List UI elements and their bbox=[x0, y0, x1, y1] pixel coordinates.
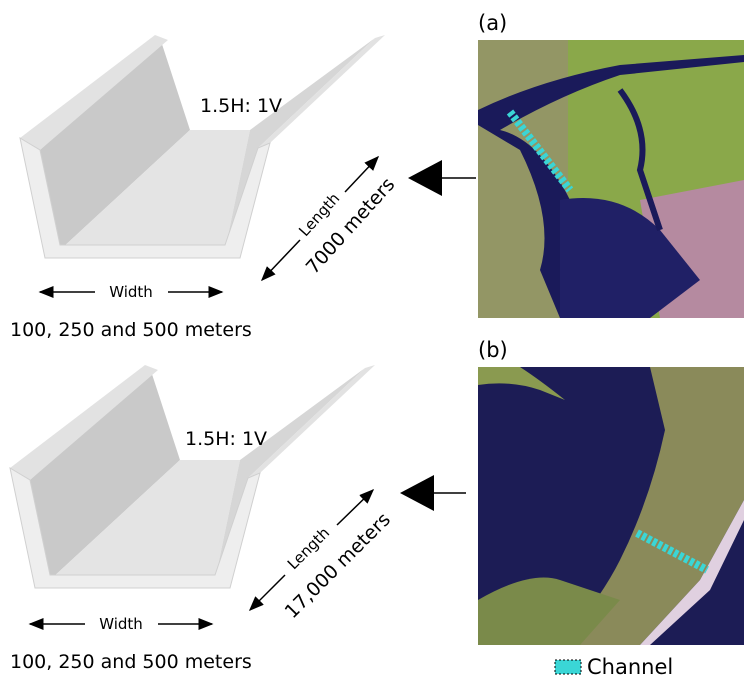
satellite-image bbox=[478, 367, 744, 645]
width-label: Width bbox=[109, 283, 153, 301]
legend-label: Channel bbox=[587, 655, 673, 679]
channel-3d bbox=[10, 365, 375, 588]
length-arrow bbox=[250, 575, 285, 610]
slope-label: 1.5H: 1V bbox=[185, 428, 267, 450]
panel-a: 1.5H: 1V Width 100, 250 and 500 meters L… bbox=[10, 11, 744, 341]
legend: Channel bbox=[555, 655, 673, 679]
pointer-arrow bbox=[408, 160, 442, 196]
figure: 1.5H: 1V Width 100, 250 and 500 meters L… bbox=[0, 0, 744, 682]
channel-3d bbox=[20, 35, 385, 258]
satellite-image bbox=[478, 40, 744, 318]
pointer-arrow bbox=[400, 475, 434, 511]
panel-label: (a) bbox=[478, 11, 507, 35]
width-label: Width bbox=[99, 615, 143, 633]
widths-text: 100, 250 and 500 meters bbox=[10, 319, 252, 341]
legend-swatch bbox=[555, 660, 581, 674]
length-arrow bbox=[262, 240, 300, 280]
panel-b: 1.5H: 1V Width 100, 250 and 500 meters L… bbox=[10, 338, 744, 673]
widths-text: 100, 250 and 500 meters bbox=[10, 651, 252, 673]
panel-label: (b) bbox=[478, 338, 508, 362]
slope-label: 1.5H: 1V bbox=[200, 95, 282, 117]
